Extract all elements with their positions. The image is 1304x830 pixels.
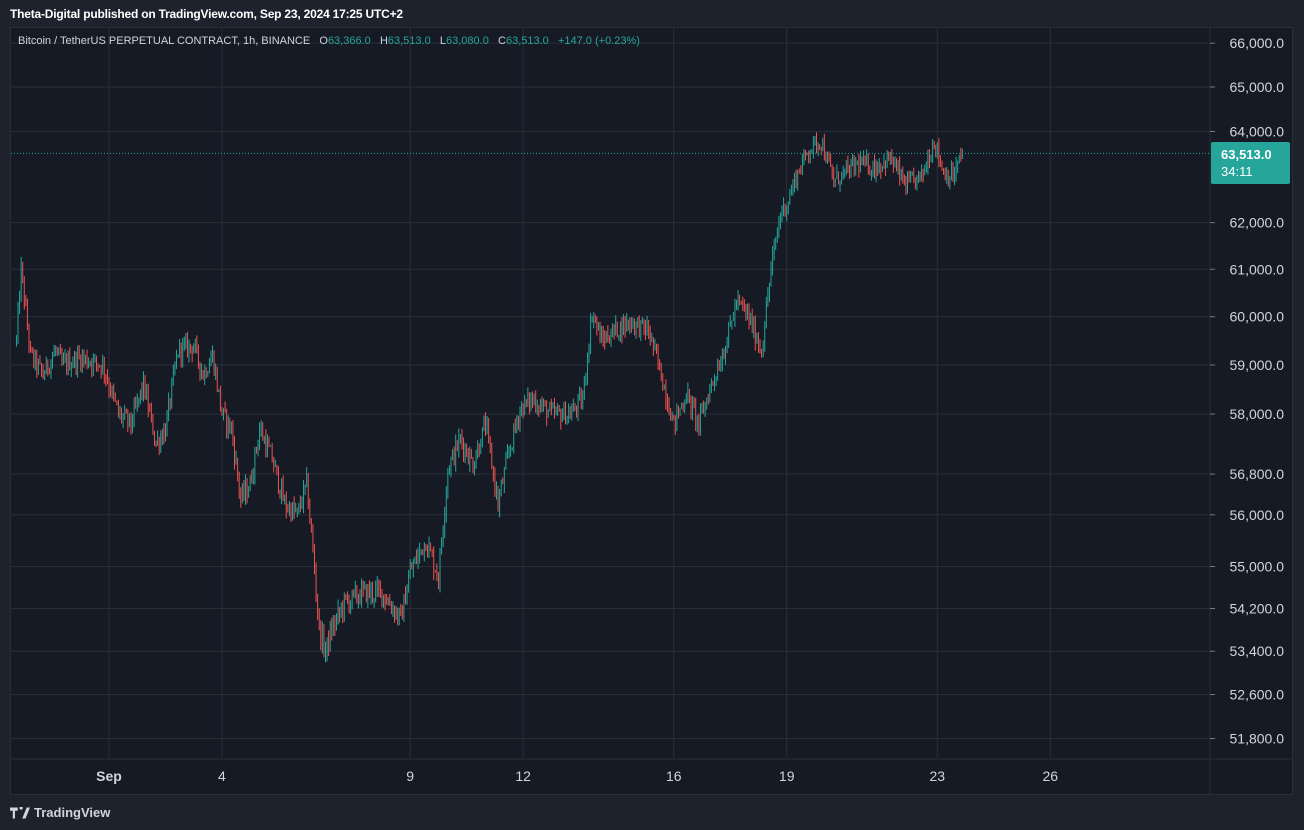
price-tick-label: 60,000.0 (1230, 309, 1285, 325)
open-value: 63,366.0 (327, 35, 371, 47)
time-tick-label: Sep (96, 768, 122, 784)
price-tick-label: 66,000.0 (1230, 35, 1285, 51)
brand-label: TradingView (34, 805, 111, 820)
price-tick-label: 56,000.0 (1230, 507, 1285, 523)
price-tick-label: 56,800.0 (1230, 466, 1285, 482)
close-value: 63,513.0 (505, 35, 549, 47)
tradingview-logo-icon (10, 806, 30, 819)
time-tick-label: 9 (406, 768, 414, 784)
last-price-tag: 63,513.0 34:11 (1211, 142, 1290, 184)
low-value: 63,080.0 (446, 35, 489, 47)
price-tick-label: 64,000.0 (1230, 124, 1285, 140)
price-tick-label: 65,000.0 (1230, 79, 1285, 95)
last-price: 63,513.0 (1221, 147, 1272, 162)
time-tick-label: 26 (1042, 768, 1058, 784)
open-label: O (319, 35, 328, 47)
price-tick-label: 55,000.0 (1230, 558, 1285, 574)
time-tick-label: 19 (779, 768, 795, 784)
time-tick-label: 16 (666, 768, 682, 784)
tradingview-brand[interactable]: TradingView (10, 805, 110, 820)
bar-countdown: 34:11 (1221, 164, 1253, 179)
close-label: C (498, 35, 506, 47)
price-tick-label: 53,400.0 (1230, 643, 1285, 659)
high-value: 63,513.0 (387, 35, 431, 47)
price-tick-label: 61,000.0 (1230, 261, 1285, 277)
high-label: H (379, 35, 388, 47)
price-tick-label: 59,000.0 (1230, 357, 1285, 373)
change-value: +147.0 (+0.23%) (557, 35, 640, 47)
price-axis[interactable]: 66,000.0 65,000.0 64,000.0 62,000.0 61,000.0… (1210, 35, 1285, 747)
price-tick-label: 62,000.0 (1230, 215, 1285, 231)
price-tick-label: 51,800.0 (1230, 731, 1285, 747)
time-axis[interactable]: Sep 4 9 12 16 19 23 26 (96, 768, 1058, 784)
price-tick-label: 52,600.0 (1230, 687, 1285, 703)
time-tick-label: 12 (515, 768, 531, 784)
time-tick-label: 23 (930, 768, 946, 784)
price-tick-label: 54,200.0 (1230, 601, 1285, 617)
price-tick-label: 58,000.0 (1230, 406, 1285, 422)
grid-lines (11, 28, 1209, 758)
top-bar: Theta-Digital published on TradingView.c… (0, 0, 1304, 27)
low-label: L (439, 35, 447, 47)
symbol-name: Bitcoin / TetherUS PERPETUAL CONTRACT, 1… (18, 35, 311, 47)
published-info: Theta-Digital published on TradingView.c… (10, 7, 403, 21)
time-tick-label: 4 (218, 768, 226, 784)
symbol-legend: Bitcoin / TetherUS PERPETUAL CONTRACT, 1… (18, 35, 640, 47)
footer-bar (0, 795, 1304, 830)
candles (15, 132, 963, 663)
